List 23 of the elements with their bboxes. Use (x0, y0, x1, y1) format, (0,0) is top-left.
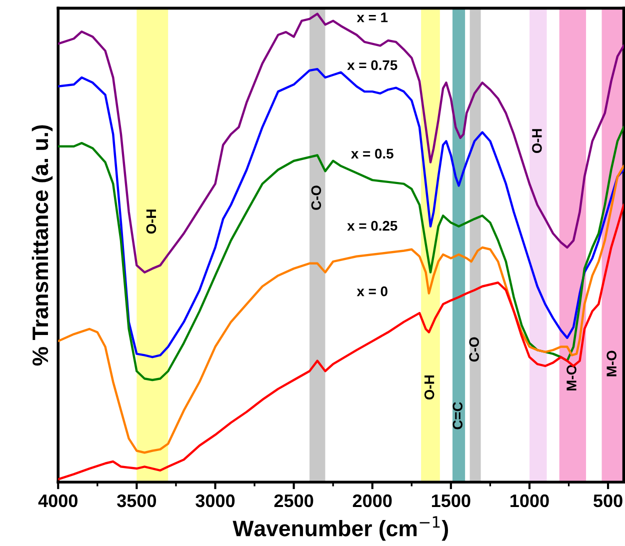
series-label: x = 0.5 (351, 148, 394, 159)
band-label: M-O (606, 350, 616, 376)
band-label: O-H (532, 129, 542, 154)
band-label: C=C (452, 402, 463, 430)
band-label: O-H (146, 210, 156, 234)
band-label: M-O (566, 364, 576, 390)
x-tick-label: 1000 (510, 494, 549, 508)
x-tick-label: 1500 (432, 494, 470, 508)
text: x = 0 (356, 286, 388, 296)
x-tick-label: 3500 (117, 494, 156, 508)
x-tick-label: 500 (594, 494, 622, 508)
x-tick-label: 2500 (274, 494, 314, 508)
series-label: x = 1 (356, 12, 388, 22)
x-tick-label: 4000 (38, 494, 78, 508)
band-label: C-O (311, 186, 322, 210)
series-label: x = 0.75 (347, 60, 398, 70)
band-label: O-H (424, 376, 434, 400)
x-tick-label: 2000 (352, 494, 392, 508)
series-label: x = 0.25 (347, 220, 398, 231)
x-axis-title: Wavenumber (cm$^{−1}$) (232, 516, 448, 541)
y-axis-title: % Transmittance (a. u.) (32, 125, 53, 366)
band-label: C-O (469, 337, 479, 362)
x-tick-label: 3000 (196, 494, 235, 508)
